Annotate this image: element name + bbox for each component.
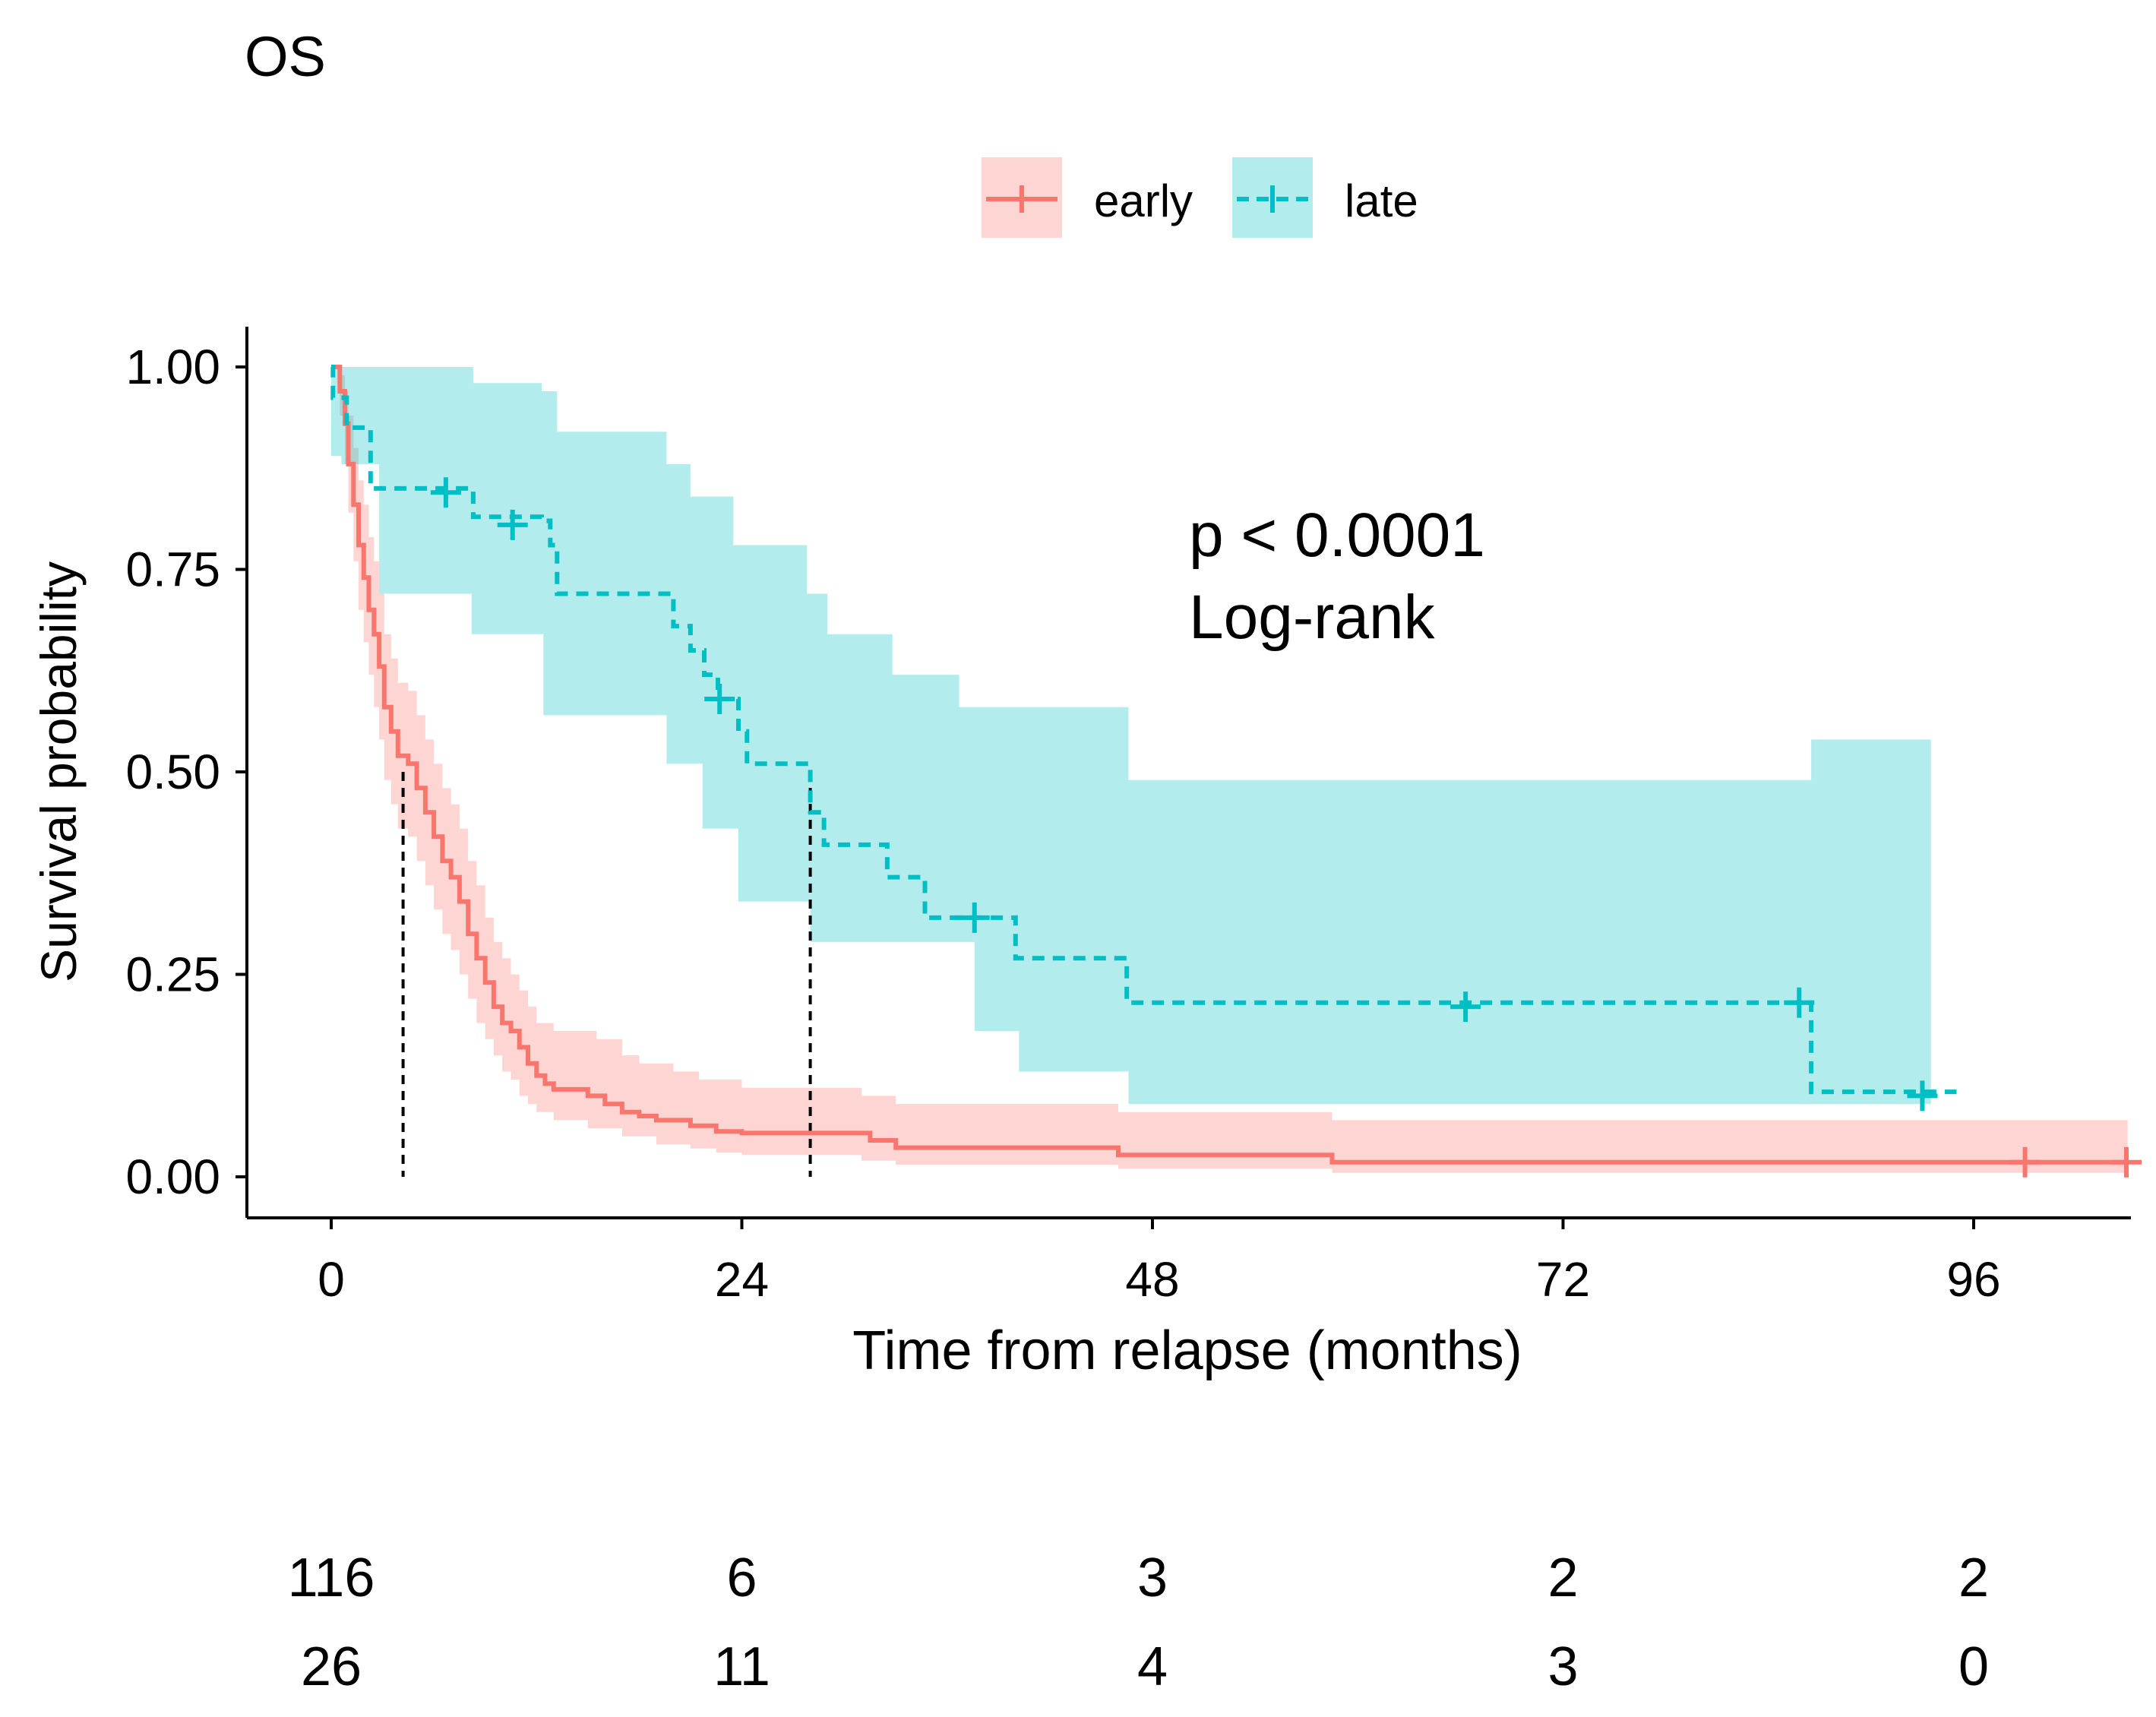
risk-count-early: 3: [1137, 1548, 1168, 1608]
risk-count-early: 116: [288, 1548, 375, 1608]
confidence-bands: [331, 367, 2128, 1173]
x-tick-label: 96: [1946, 1252, 2000, 1307]
pvalue-annotation: p < 0.0001: [1189, 501, 1485, 570]
x-tick-label: 0: [318, 1252, 345, 1307]
risk-count-early: 2: [1958, 1548, 1989, 1608]
y-tick-label: 0.50: [125, 745, 220, 799]
survival-line-late: [330, 365, 1957, 1095]
legend-late-label: late: [1345, 175, 1418, 226]
y-axis-label: Survival probability: [30, 561, 87, 982]
risk-count-late: 11: [713, 1636, 770, 1697]
risk-count-late: 4: [1137, 1636, 1168, 1697]
risk-count-late: 0: [1958, 1636, 1989, 1697]
x-tick-label: 24: [715, 1252, 769, 1307]
risk-count-early: 2: [1547, 1548, 1578, 1608]
censor-marks: [430, 477, 2142, 1178]
survival-line-early: [331, 365, 2128, 1165]
chart-title: OS: [245, 25, 326, 88]
survival-curves: [330, 365, 2128, 1165]
x-tick-label: 48: [1125, 1252, 1179, 1307]
x-tick-label: 72: [1536, 1252, 1590, 1307]
y-tick-label: 0.75: [125, 542, 220, 597]
median-lines: [401, 772, 812, 1177]
risk-count-late: 26: [301, 1636, 362, 1697]
risk-table: 116 6 3 2 2 26 11 4 3 0: [288, 1548, 1989, 1697]
legend-early-label: early: [1094, 175, 1193, 226]
ci-band-late: [331, 367, 1931, 1105]
y-tick-label: 1.00: [125, 340, 220, 394]
y-tick-label: 0.25: [125, 947, 220, 1002]
legend: early late: [982, 157, 1418, 238]
risk-count-late: 3: [1547, 1636, 1578, 1697]
y-axis-ticks: 0.00 0.25 0.50 0.75 1.00: [125, 340, 247, 1204]
x-axis-ticks: 0 24 48 72 96: [318, 1218, 2001, 1307]
risk-count-early: 6: [726, 1548, 757, 1608]
x-axis-label: Time from relapse (months): [852, 1320, 1522, 1381]
test-name-annotation: Log-rank: [1189, 583, 1436, 652]
y-tick-label: 0.00: [125, 1149, 220, 1204]
